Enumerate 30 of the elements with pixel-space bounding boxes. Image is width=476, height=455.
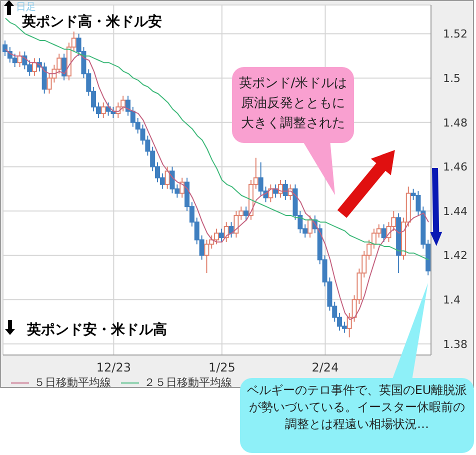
- y-tick-label: 1.38: [443, 338, 468, 351]
- candlestick: [62, 53, 67, 81]
- legend-label: ２５日移動平均線: [144, 375, 232, 390]
- candlestick: [32, 58, 38, 76]
- y-tick-label: 1.52: [443, 28, 468, 41]
- y-tick-label: 1.4: [443, 294, 460, 307]
- x-tick-label: 12/23: [96, 360, 131, 375]
- y-tick-label: 1.48: [443, 116, 468, 130]
- candlestick: [180, 177, 185, 198]
- annotation: 英ポンド/米ドルは原油反発とともに大きく調整された: [238, 75, 348, 133]
- candlestick: [244, 206, 249, 220]
- candlestick: [308, 214, 313, 238]
- legend-label: ５日移動平均線: [34, 375, 111, 390]
- annotation: 英ポンド安・米ドル高: [27, 321, 167, 339]
- candlestick: [218, 228, 224, 243]
- candlestick: [381, 224, 386, 243]
- candlestick: [100, 102, 106, 118]
- text: ベルギーのテロ事件で、英国のEU離脱派が勢いづいている。イースター休暇前の調整とは程遠い相場状況…: [246, 382, 468, 433]
- y-tick-label: 1.5: [443, 72, 460, 86]
- y-tick-label: 1.42: [443, 249, 468, 262]
- x-tick-label: 2/24: [312, 360, 339, 375]
- candlestick: [224, 222, 229, 243]
- annotation: 日足: [16, 1, 36, 14]
- y-tick-label: 1.44: [443, 204, 468, 218]
- candlestick: [282, 180, 288, 200]
- candlestick: [278, 180, 283, 198]
- candlestick: [164, 166, 170, 190]
- annotation: 英ポンド高・米ドル安: [22, 13, 162, 31]
- y-tick-label: 1.46: [443, 160, 468, 174]
- x-tick-label: 1/25: [208, 360, 236, 375]
